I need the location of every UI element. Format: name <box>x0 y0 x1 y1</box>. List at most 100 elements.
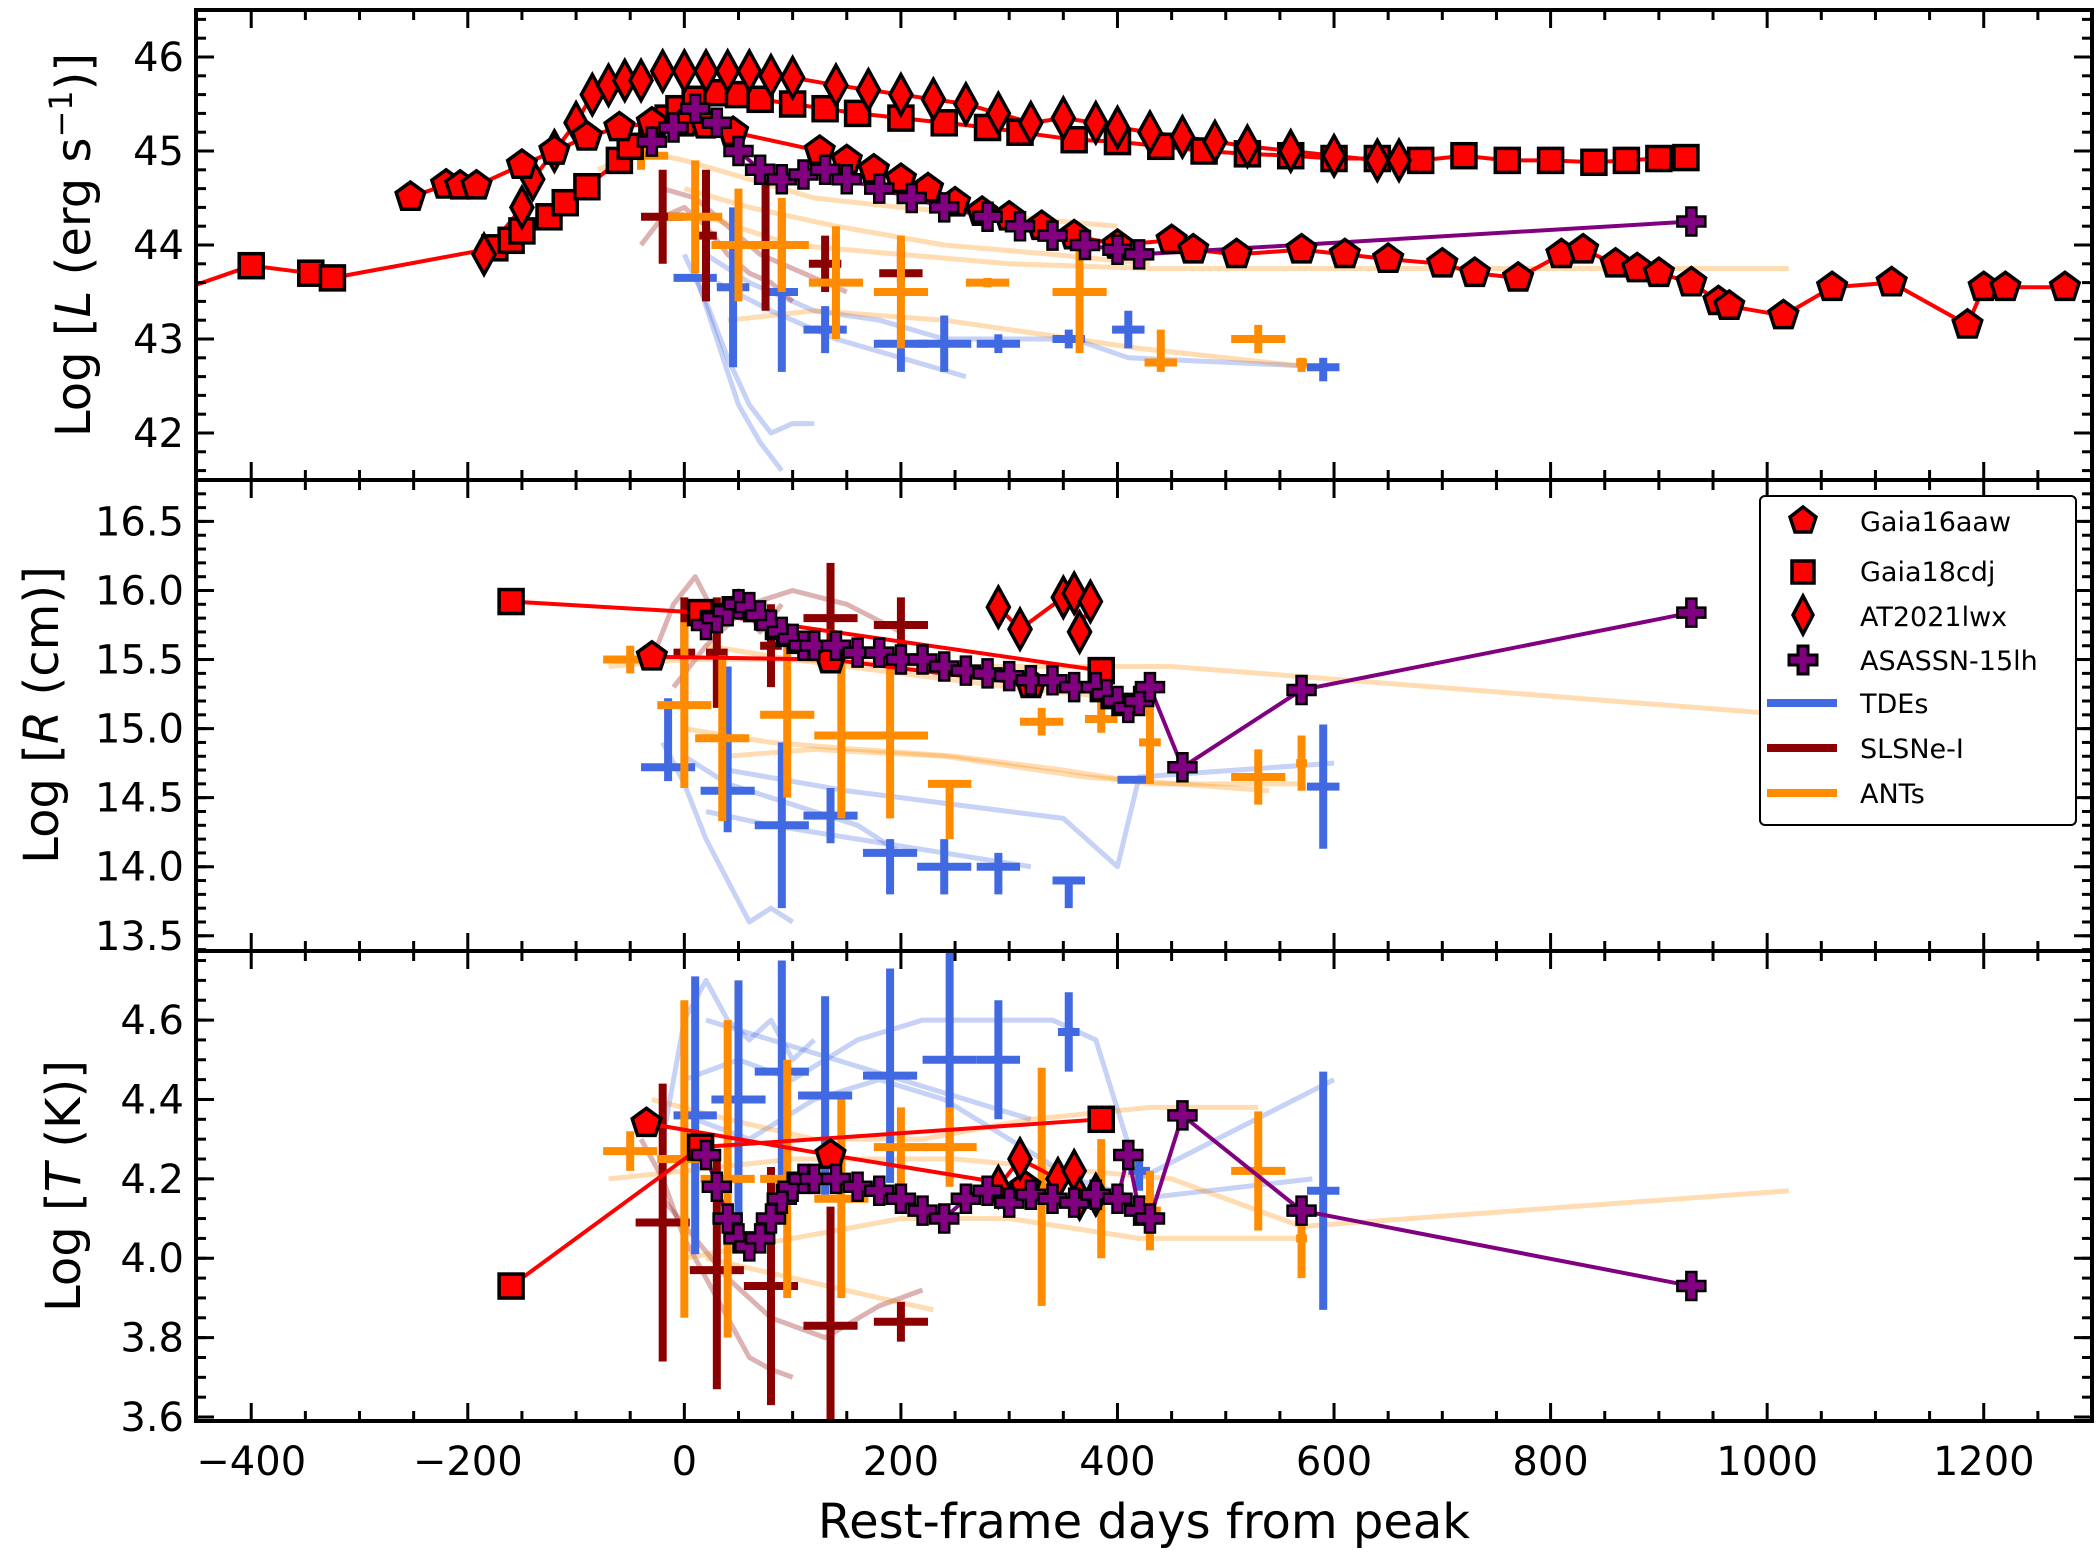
data-point-gaia18cdj <box>1580 148 1608 177</box>
data-point-gaia16aaw <box>1371 241 1405 273</box>
data-point-at2021lwx <box>1364 136 1391 185</box>
x-tick-label: 0 <box>672 1439 697 1485</box>
y-tick-label: 16.5 <box>95 499 184 545</box>
legend-entry-slsne-i: SLSNe-I <box>1767 734 1964 765</box>
data-point-gaia16aaw <box>1675 265 1708 297</box>
plus-marker-icon <box>1787 644 1819 676</box>
legend-entry-gaia18cdj: Gaia18cdj <box>1790 557 1995 588</box>
legend-entry-gaia16aaw: Gaia16aaw <box>1787 504 2011 538</box>
data-point-gaia16aaw <box>394 179 427 211</box>
legend-label: ASASSN-15lh <box>1860 646 2038 677</box>
y-axis-label-radius: Log [R (cm)] <box>14 566 70 864</box>
data-point-gaia16aaw <box>1501 260 1535 292</box>
x-axis-label: Rest-frame days from peak <box>818 1494 1470 1550</box>
data-point-at2021lwx <box>1386 136 1412 185</box>
y-axis-labels: Log [L (erg s−1)] Log [R (cm)] Log [T (K… <box>14 53 102 1312</box>
data-point-asassn-15lh <box>679 93 711 124</box>
data-point-asassn-15lh <box>1123 239 1155 270</box>
data-point-gaia16aaw <box>635 639 669 671</box>
data-point-asassn-15lh <box>1037 665 1068 696</box>
data-point-asassn-15lh <box>885 644 917 675</box>
data-point-at2021lwx <box>757 52 784 100</box>
data-point-gaia16aaw <box>630 1106 663 1138</box>
data-point-asassn-15lh <box>972 201 1003 233</box>
data-point-asassn-15lh <box>1167 752 1198 783</box>
panels: 42 43 44 45 46 13.5 14.0 14.5 15.0 15.5 16.0 16.5 3.… <box>95 8 2094 1441</box>
data-point-at2021lwx <box>1077 577 1104 626</box>
x-tick-label: 1000 <box>1716 1439 1818 1485</box>
data-point-gaia18cdj <box>1493 146 1522 175</box>
data-point-asassn-15lh <box>864 1175 895 1207</box>
legend-label: AT2021lwx <box>1860 602 2007 633</box>
panel-luminosity: 42 43 44 45 46 <box>133 8 2094 482</box>
data-point-asassn-15lh <box>842 637 873 668</box>
data-point-at2021lwx <box>693 47 720 95</box>
data-point-at2021lwx <box>471 230 498 279</box>
data-point-asassn-15lh <box>1080 1179 1112 1210</box>
data-point-gaia16aaw <box>1599 246 1632 278</box>
data-point-asassn-15lh <box>1015 1179 1047 1210</box>
data-point-asassn-15lh <box>701 107 733 139</box>
data-point-asassn-15lh <box>928 1203 960 1234</box>
data-point-at2021lwx <box>1104 103 1131 152</box>
track-tdes <box>705 1017 1032 1122</box>
data-point-at2021lwx <box>1136 108 1163 156</box>
data-point-at2021lwx <box>855 66 882 114</box>
legend-entry-ants: ANTs <box>1767 779 1925 810</box>
data-point-asassn-15lh <box>928 192 960 223</box>
legend-label: SLSNe-I <box>1860 734 1964 765</box>
legend-frame <box>1759 495 2077 826</box>
y-tick-label: 4.6 <box>120 998 184 1044</box>
data-point-gaia16aaw <box>538 133 571 165</box>
y-axis-label-luminosity: Log [L (erg s−1)] <box>42 53 102 437</box>
legend-label: Gaia18cdj <box>1860 557 1995 588</box>
data-point-gaia16aaw <box>570 119 604 151</box>
data-point-asassn-15lh <box>701 1171 733 1203</box>
data-point-gaia18cdj <box>497 587 525 616</box>
data-point-asassn-15lh <box>788 159 819 190</box>
y-tick-label: 42 <box>133 411 184 457</box>
data-point-asassn-15lh <box>1134 671 1166 703</box>
y-tick-label: 4.4 <box>120 1077 184 1123</box>
y-tick-label: 43 <box>133 317 184 363</box>
data-point-asassn-15lh <box>972 658 1003 689</box>
data-point-at2021lwx <box>985 89 1012 138</box>
data-point-asassn-15lh <box>723 135 754 167</box>
x-axis: −400 −200 0 200 400 600 800 1000 1200 Re… <box>196 1439 2034 1550</box>
data-point-at2021lwx <box>822 61 849 109</box>
data-point-gaia16aaw <box>460 168 493 200</box>
track-tdes <box>705 809 1032 870</box>
data-point-asassn-15lh <box>1058 671 1090 703</box>
y-tick-label: 14.0 <box>95 845 184 891</box>
data-point-at2021lwx <box>779 54 806 102</box>
data-point-gaia16aaw <box>1815 270 1849 302</box>
panel-radius: 13.5 14.0 14.5 15.0 15.5 16.0 16.5 <box>95 478 2094 960</box>
y-tick-label: 16.0 <box>95 568 184 614</box>
data-point-asassn-15lh <box>1102 234 1133 265</box>
data-point-asassn-15lh <box>1102 1183 1133 1214</box>
track-slsne-i <box>671 587 903 689</box>
data-point-asassn-15lh <box>799 630 830 661</box>
data-point-asassn-15lh <box>1004 210 1036 242</box>
pentagon-marker-icon <box>1787 504 1819 534</box>
data-point-asassn-15lh <box>842 1171 873 1203</box>
data-point-at2021lwx <box>1007 1135 1034 1183</box>
track-ants <box>705 1255 934 1313</box>
data-point-gaia18cdj <box>318 264 347 292</box>
data-point-asassn-15lh <box>1037 220 1068 251</box>
y-tick-label: 15.5 <box>95 638 184 684</box>
data-point-asassn-15lh <box>993 1187 1025 1218</box>
data-point-asassn-15lh <box>993 660 1025 692</box>
y-tick-label: 15.0 <box>95 707 184 753</box>
data-point-gaia16aaw <box>505 147 539 179</box>
data-point-at2021lwx <box>1169 113 1196 161</box>
data-point-asassn-15lh <box>799 1163 830 1195</box>
y-tick-label: 4.2 <box>120 1157 184 1203</box>
data-point-gaia16aaw <box>1989 270 2022 302</box>
plot-area <box>196 47 2082 473</box>
panel-frame <box>194 949 2094 1423</box>
data-point-asassn-15lh <box>1676 597 1707 628</box>
data-point-asassn-15lh <box>636 126 668 157</box>
data-point-gaia16aaw <box>1176 232 1210 264</box>
data-point-asassn-15lh <box>950 1183 982 1214</box>
